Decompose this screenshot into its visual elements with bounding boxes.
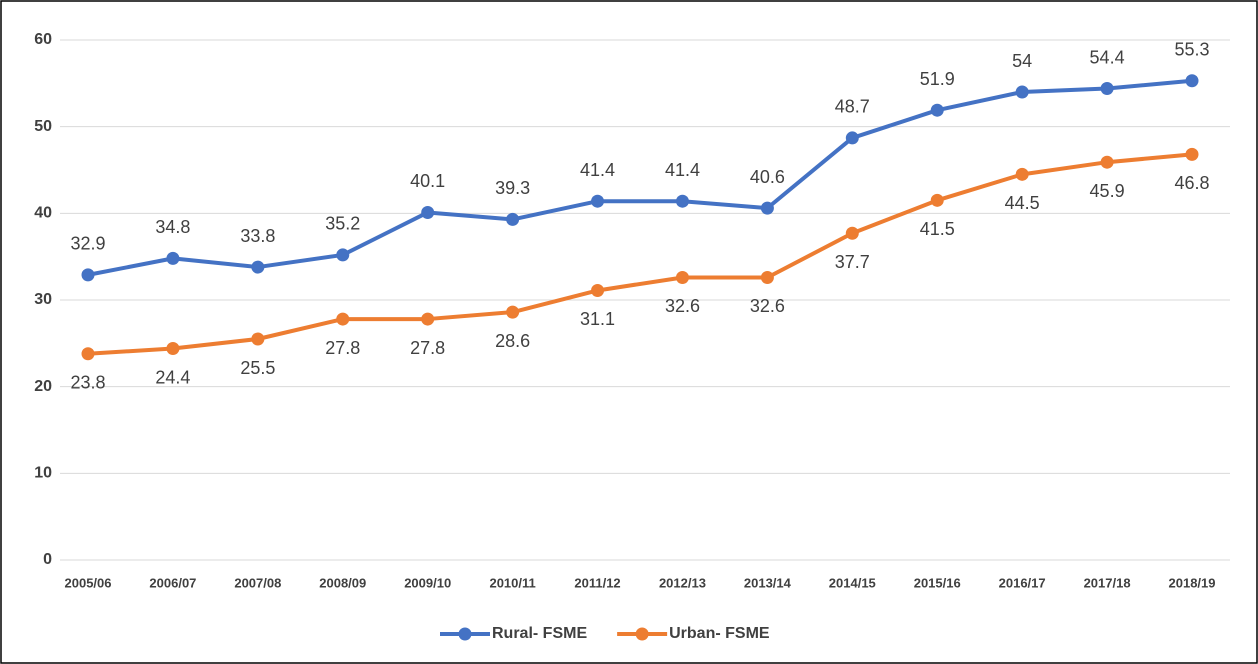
- data-label: 33.8: [240, 226, 275, 246]
- point: [251, 332, 265, 346]
- data-label: 23.8: [70, 372, 105, 392]
- point: [930, 103, 944, 117]
- data-label: 27.8: [325, 338, 360, 358]
- y-tick-label: 30: [34, 291, 52, 308]
- data-label: 41.5: [920, 219, 955, 239]
- point: [675, 270, 689, 284]
- data-label: 32.6: [750, 296, 785, 316]
- point: [1100, 82, 1114, 96]
- point: [1185, 147, 1199, 161]
- point: [845, 226, 859, 240]
- data-label: 41.4: [665, 160, 700, 180]
- data-label: 28.6: [495, 331, 530, 351]
- x-tick-label: 2007/08: [234, 575, 281, 590]
- point: [591, 194, 605, 208]
- series-line: [87, 152, 1193, 356]
- data-label: 31.1: [580, 309, 615, 329]
- x-tick-label: 2014/15: [829, 575, 876, 590]
- data-label: 24.4: [155, 367, 190, 387]
- point: [760, 270, 774, 284]
- legend-label: Urban- FSME: [669, 625, 770, 642]
- point: [1015, 85, 1029, 99]
- y-tick-label: 40: [34, 205, 52, 222]
- point: [845, 131, 859, 145]
- point: [760, 201, 774, 215]
- data-label: 27.8: [410, 338, 445, 358]
- x-tick-label: 2011/12: [574, 575, 620, 590]
- point: [506, 212, 520, 226]
- y-tick-label: 0: [43, 551, 52, 568]
- data-label: 40.1: [410, 171, 445, 191]
- point: [930, 193, 944, 207]
- point: [251, 260, 265, 274]
- data-label: 39.3: [495, 178, 530, 198]
- data-label: 48.7: [835, 97, 870, 117]
- x-tick-label: 2018/19: [1169, 575, 1216, 590]
- legend-label: Rural- FSME: [492, 625, 587, 642]
- point: [421, 205, 435, 219]
- y-tick-label: 20: [34, 378, 52, 395]
- point: [506, 305, 520, 319]
- point: [166, 342, 180, 356]
- y-tick-label: 10: [34, 465, 52, 482]
- x-tick-label: 2012/13: [659, 575, 706, 590]
- x-tick-label: 2016/17: [999, 575, 1046, 590]
- point: [591, 283, 605, 297]
- x-tick-label: 2017/18: [1084, 575, 1131, 590]
- point: [1100, 155, 1114, 169]
- point: [336, 248, 350, 262]
- data-label: 25.5: [240, 358, 275, 378]
- data-label: 37.7: [835, 252, 870, 272]
- x-tick-label: 2010/11: [489, 575, 535, 590]
- series-line: [87, 78, 1193, 277]
- data-label: 54: [1012, 51, 1032, 71]
- x-tick-label: 2015/16: [914, 575, 961, 590]
- legend-marker: [458, 627, 472, 641]
- data-label: 51.9: [920, 69, 955, 89]
- data-label: 32.6: [665, 296, 700, 316]
- x-tick-label: 2013/14: [744, 575, 792, 590]
- data-label: 55.3: [1174, 39, 1209, 59]
- x-tick-label: 2008/09: [319, 575, 366, 590]
- point: [81, 347, 95, 361]
- point: [336, 312, 350, 326]
- point: [81, 268, 95, 282]
- legend-marker: [635, 627, 649, 641]
- data-label: 32.9: [70, 234, 105, 254]
- data-label: 45.9: [1090, 181, 1125, 201]
- point: [675, 194, 689, 208]
- data-label: 34.8: [155, 217, 190, 237]
- data-label: 54.4: [1090, 47, 1125, 67]
- data-label: 44.5: [1005, 193, 1040, 213]
- data-label: 41.4: [580, 160, 615, 180]
- point: [166, 251, 180, 265]
- point: [421, 312, 435, 326]
- y-tick-label: 50: [34, 118, 52, 135]
- y-tick-label: 60: [34, 31, 52, 48]
- point: [1185, 74, 1199, 88]
- point: [1015, 167, 1029, 181]
- data-label: 40.6: [750, 167, 785, 187]
- x-tick-label: 2005/06: [65, 575, 112, 590]
- data-label: 46.8: [1174, 173, 1209, 193]
- x-tick-label: 2006/07: [149, 575, 196, 590]
- data-label: 35.2: [325, 214, 360, 234]
- x-tick-label: 2009/10: [404, 575, 451, 590]
